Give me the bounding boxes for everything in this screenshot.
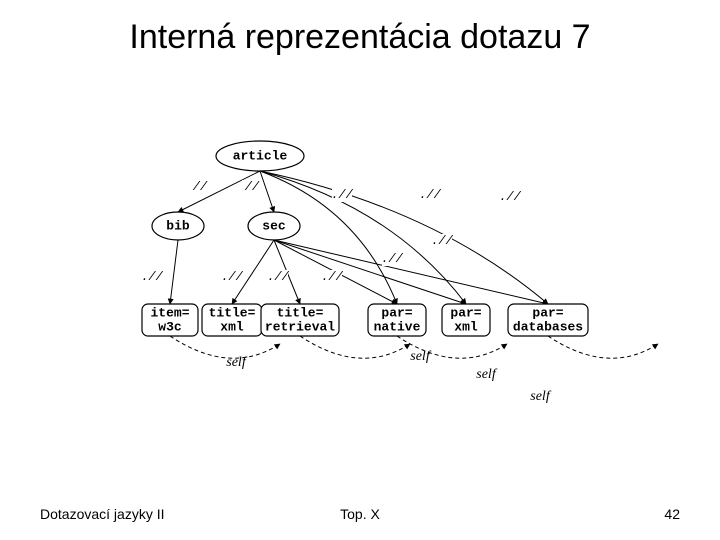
node-titleret: title=retrieval xyxy=(261,304,339,336)
edge xyxy=(170,240,178,304)
self-loop xyxy=(170,336,280,358)
node-pardb: par=databases xyxy=(508,304,588,336)
node-label: item= xyxy=(150,305,189,320)
self-loop xyxy=(300,336,410,358)
node-label: bib xyxy=(166,218,190,233)
node-label: native xyxy=(374,319,421,334)
self-loop-label: self xyxy=(476,367,498,382)
node-label: xml xyxy=(220,319,244,334)
query-tree-diagram: articlebibsecitem=w3ctitle=xmltitle=retr… xyxy=(0,0,720,540)
self-loop-label: self xyxy=(410,349,432,364)
node-article: article xyxy=(216,141,304,171)
node-label: title= xyxy=(209,305,256,320)
node-label: par= xyxy=(532,305,563,320)
node-label: sec xyxy=(262,218,286,233)
edge-label: .// xyxy=(221,270,243,284)
node-bib: bib xyxy=(152,212,204,240)
node-label: article xyxy=(233,148,288,163)
node-label: w3c xyxy=(158,319,182,334)
edge xyxy=(260,171,274,212)
node-sec: sec xyxy=(248,212,300,240)
edge-label: .// xyxy=(331,188,353,202)
edge-label: // xyxy=(193,180,208,194)
edge-label: .// xyxy=(267,270,289,284)
node-label: databases xyxy=(513,319,583,334)
node-label: par= xyxy=(450,305,481,320)
edge-label: .// xyxy=(141,270,163,284)
edge-label: .// xyxy=(321,270,343,284)
node-item: item=w3c xyxy=(142,304,198,336)
edge-label: .// xyxy=(499,190,521,204)
slide: Interná reprezentácia dotazu 7 articlebi… xyxy=(0,0,720,540)
edge-label: .// xyxy=(419,188,441,202)
self-loop-label: self xyxy=(530,389,552,404)
footer-center: Top. X xyxy=(0,506,720,522)
node-parnat: par=native xyxy=(368,304,426,336)
self-loop-label: self xyxy=(226,355,248,370)
edge-label: .// xyxy=(431,234,453,248)
self-loop xyxy=(548,336,658,358)
edge xyxy=(274,240,466,304)
node-label: par= xyxy=(381,305,412,320)
node-parxml: par=xml xyxy=(442,304,490,336)
node-label: retrieval xyxy=(265,319,335,334)
edge-label: .// xyxy=(381,252,403,266)
node-titlexml: title=xml xyxy=(202,304,262,336)
edge-label: // xyxy=(245,180,260,194)
footer-right: 42 xyxy=(664,506,680,522)
node-label: xml xyxy=(454,319,478,334)
node-label: title= xyxy=(277,305,324,320)
